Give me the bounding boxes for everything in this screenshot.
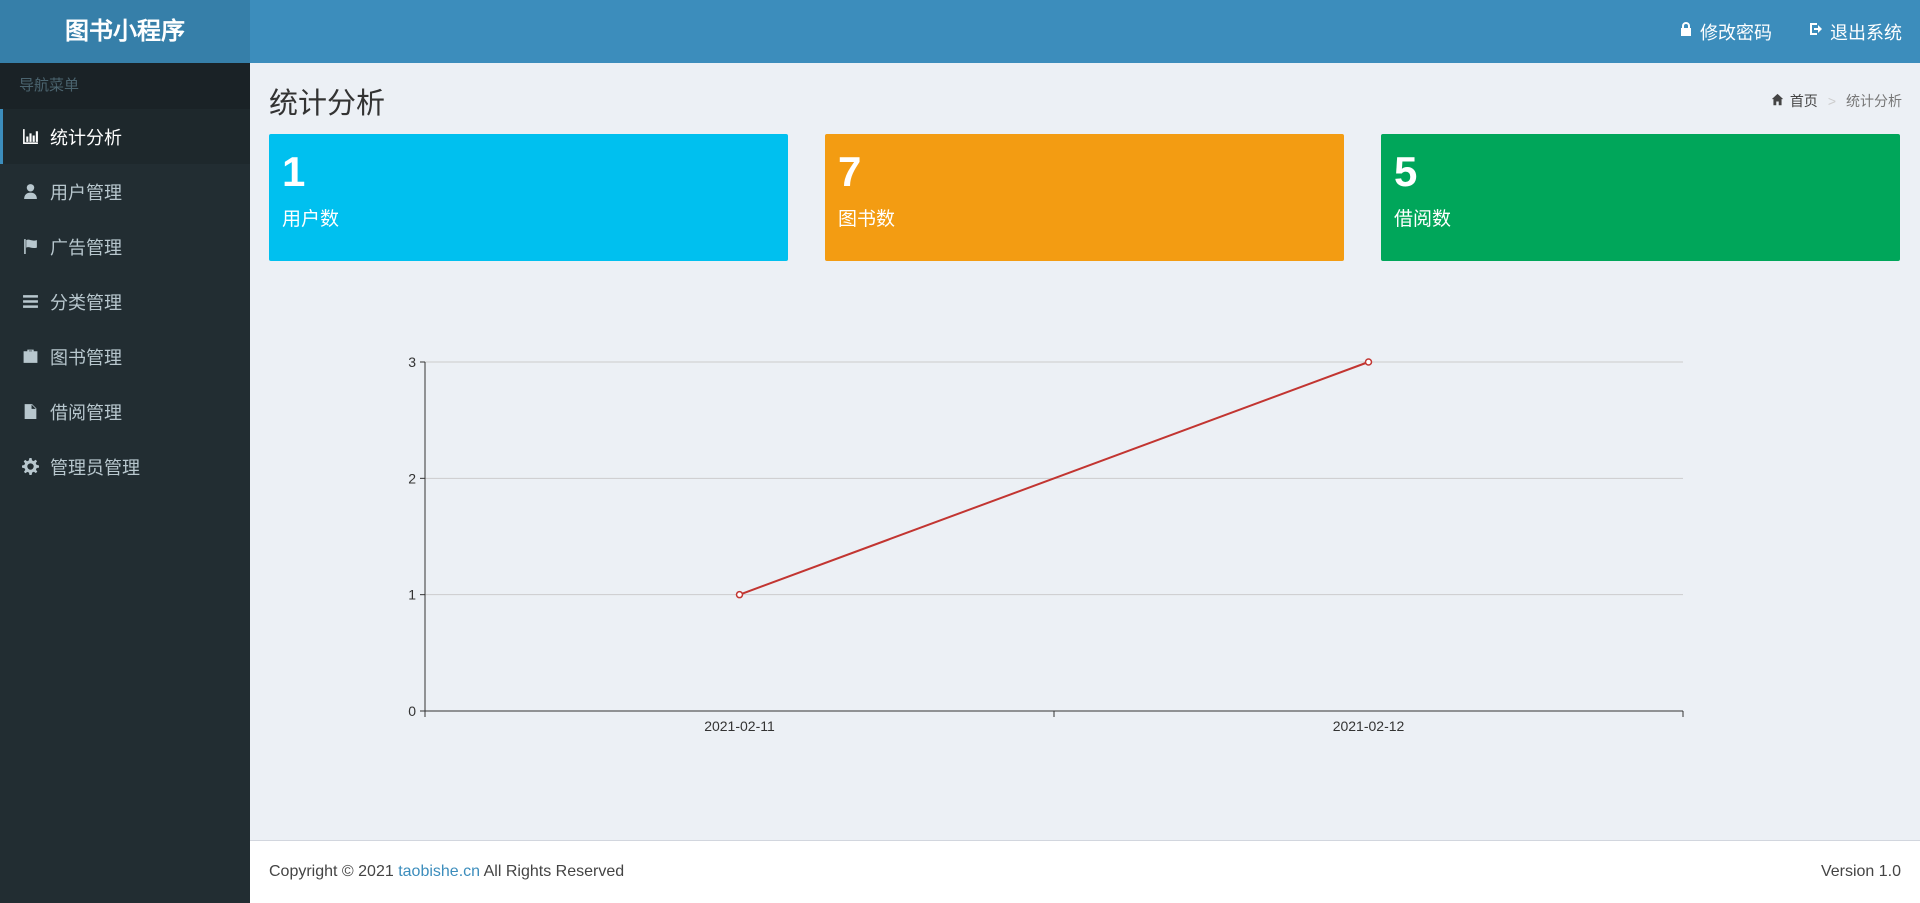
user-icon xyxy=(22,183,50,200)
x-tick-label: 2021-02-11 xyxy=(704,718,775,734)
data-point xyxy=(735,590,744,599)
sidebar-item-label: 分类管理 xyxy=(50,292,122,313)
app-logo[interactable]: 图书小程序 xyxy=(0,0,250,63)
series-line xyxy=(739,361,1369,596)
logout-link[interactable]: 退出系统 xyxy=(1808,19,1902,45)
sidebar-item-categories[interactable]: 分类管理 xyxy=(0,274,250,329)
top-header: 图书小程序 修改密码 退出系统 xyxy=(0,0,1920,63)
list-icon xyxy=(22,293,50,310)
sidebar-item-admins[interactable]: 管理员管理 xyxy=(0,439,250,494)
x-tick-label: 2021-02-12 xyxy=(1333,718,1405,734)
stat-box-books: 7 图书数 xyxy=(825,134,1344,261)
sidebar-item-label: 广告管理 xyxy=(50,237,122,258)
home-icon xyxy=(1771,93,1784,109)
sidebar-item-statistics[interactable]: 统计分析 xyxy=(0,109,250,164)
sign-out-icon xyxy=(1808,21,1824,42)
sidebar-item-label: 图书管理 xyxy=(50,347,122,368)
lock-icon xyxy=(1678,21,1694,42)
change-password-link[interactable]: 修改密码 xyxy=(1678,19,1772,45)
breadcrumb-current: 统计分析 xyxy=(1846,93,1902,109)
file-icon xyxy=(22,403,50,420)
footer: Copyright © 2021 taobishe.cn All Rights … xyxy=(250,840,1920,903)
sidebar: 导航菜单 统计分析 用户管理 广告管理 分类管理 图书管理 借阅管理 xyxy=(0,63,250,903)
change-password-label: 修改密码 xyxy=(1700,22,1772,43)
copyright: Copyright © 2021 taobishe.cn All Rights … xyxy=(269,863,624,881)
stat-label: 用户数 xyxy=(282,209,340,230)
version-label: Version 1.0 xyxy=(1820,863,1901,880)
bar-chart-icon xyxy=(22,128,50,145)
copyright-rights: All Rights Reserved xyxy=(483,863,625,880)
stat-value: 5 xyxy=(1394,148,1418,195)
stat-label: 图书数 xyxy=(838,209,896,230)
sidebar-item-label: 用户管理 xyxy=(50,182,122,203)
stat-value: 1 xyxy=(282,148,306,195)
stat-value: 7 xyxy=(838,148,862,195)
copyright-prefix: Copyright © 2021 xyxy=(269,863,394,880)
y-tick-label: 2 xyxy=(408,470,416,486)
briefcase-icon xyxy=(22,348,50,365)
sidebar-item-books[interactable]: 图书管理 xyxy=(0,329,250,384)
header-actions: 修改密码 退出系统 xyxy=(1678,0,1902,63)
y-tick-label: 3 xyxy=(408,354,416,370)
stat-box-borrowings: 5 借阅数 xyxy=(1381,134,1900,261)
breadcrumb: 首页 > 统计分析 xyxy=(1771,91,1902,111)
page-title: 统计分析 xyxy=(269,88,386,120)
sidebar-item-users[interactable]: 用户管理 xyxy=(0,164,250,219)
gear-icon xyxy=(22,458,50,475)
y-tick-label: 1 xyxy=(408,587,416,603)
main-content: 统计分析 首页 > 统计分析 1 用户数 7 图书数 5 借阅数 0 1 2 3 202… xyxy=(250,63,1920,840)
sidebar-item-ads[interactable]: 广告管理 xyxy=(0,219,250,274)
flag-icon xyxy=(22,238,50,255)
breadcrumb-separator: > xyxy=(1827,93,1836,109)
site-link[interactable]: taobishe.cn xyxy=(398,863,481,880)
sidebar-item-borrowing[interactable]: 借阅管理 xyxy=(0,384,250,439)
stat-label: 借阅数 xyxy=(1394,209,1452,230)
sidebar-item-label: 管理员管理 xyxy=(50,457,140,478)
sidebar-item-label: 统计分析 xyxy=(50,127,122,148)
stat-box-users: 1 用户数 xyxy=(269,134,788,261)
nav-heading: 导航菜单 xyxy=(0,63,250,109)
breadcrumb-home-link[interactable]: 首页 xyxy=(1789,93,1818,109)
sidebar-item-label: 借阅管理 xyxy=(50,402,122,423)
y-tick-label: 0 xyxy=(408,703,416,719)
logout-label: 退出系统 xyxy=(1830,22,1902,43)
data-point xyxy=(1364,358,1373,366)
